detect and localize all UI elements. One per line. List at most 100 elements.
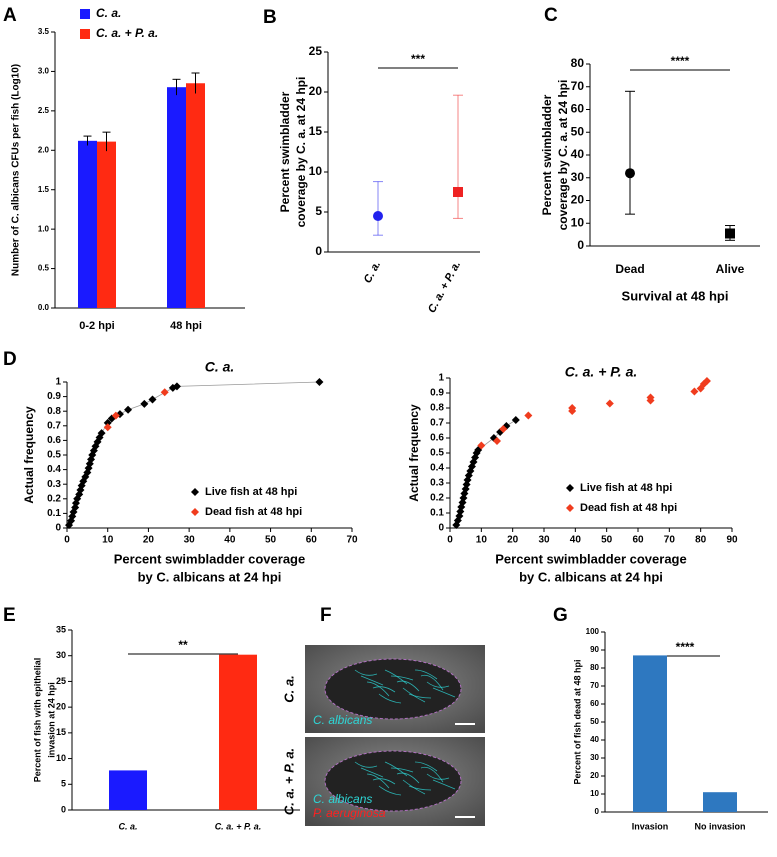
y-tick-label: 0.0 [38, 303, 50, 312]
y-tick-label: 2.0 [38, 145, 50, 154]
y-tick-label: 40 [571, 147, 585, 161]
y-tick-label: 20 [309, 84, 323, 98]
x-tick-label: 0-2 hpi [79, 320, 114, 332]
point [702, 377, 711, 385]
hyphae [366, 773, 390, 789]
panel-letter: A [3, 5, 17, 26]
x-tick-label: 20 [507, 535, 519, 546]
point [477, 441, 486, 450]
y-tick-label: 0.3 [430, 478, 444, 489]
y-axis-label: Number of C. albicans CFUs per fish (Log… [11, 64, 22, 276]
y-tick-label: 80 [571, 56, 585, 70]
y-tick-label: 0.1 [430, 508, 444, 519]
hyphae [354, 669, 378, 676]
y-axis-label: Percent swimbladder [540, 94, 554, 215]
x-axis-label: Percent swimbladder coverage [495, 551, 686, 566]
y-tick-label: 20 [590, 771, 599, 780]
significance-label: **** [676, 640, 695, 654]
x-tick-label: 40 [224, 535, 236, 546]
y-tick-label: 1 [438, 373, 444, 384]
panel-letter: B [263, 7, 277, 28]
point [315, 378, 324, 386]
hyphae [366, 681, 390, 697]
y-tick-label: 10 [590, 789, 599, 798]
y-tick-label: 10 [309, 164, 323, 178]
y-tick-label: 25 [309, 44, 323, 58]
y-tick-label: 1.0 [38, 224, 50, 233]
point [524, 411, 533, 420]
y-tick-label: 0 [315, 244, 322, 258]
x-tick-label: 40 [570, 535, 582, 546]
x-tick-label: 20 [143, 535, 155, 546]
y-tick-label: 5 [61, 779, 66, 789]
hyphae [396, 772, 420, 784]
y-tick-label: 40 [590, 735, 599, 744]
x-tick-label: 60 [632, 535, 644, 546]
hyphae [378, 785, 402, 796]
y-tick-label: 0 [595, 807, 600, 816]
hyphae [390, 767, 414, 773]
hyphae [390, 675, 414, 681]
legend-label: Live fish at 48 hpi [205, 486, 297, 498]
point [453, 187, 463, 197]
channel-label: C. albicans [313, 713, 372, 727]
bar [633, 655, 667, 812]
y-axis-label: Percent of fish with epithelial [32, 658, 42, 783]
y-tick-label: 5 [315, 204, 322, 218]
x-tick-label: 48 hpi [170, 320, 202, 332]
y-tick-label: 0.9 [47, 391, 61, 402]
hyphae [396, 680, 420, 692]
y-tick-label: 0.2 [430, 493, 444, 504]
hyphae [354, 761, 378, 768]
bar [109, 770, 147, 810]
bar [78, 140, 97, 308]
legend-label: C. a. [96, 6, 121, 20]
x-tick-label: 0 [64, 535, 70, 546]
point [103, 423, 112, 432]
hyphae [360, 675, 384, 686]
y-tick-label: 100 [586, 627, 600, 636]
point [373, 211, 383, 221]
y-axis-label: invasion at 24 hpi [46, 682, 56, 758]
error-bar [83, 135, 92, 146]
connector-line [455, 419, 517, 526]
y-tick-label: 0.2 [47, 493, 61, 504]
point [646, 393, 655, 402]
hyphae [414, 761, 438, 772]
bar [219, 654, 257, 810]
y-tick-label: 15 [309, 124, 323, 138]
significance-label: **** [671, 54, 690, 68]
x-tick-label: C. a. + P. a. [426, 259, 463, 315]
bar [167, 87, 186, 308]
point [725, 228, 735, 239]
chart-title: C. a. + P. a. [565, 364, 638, 380]
x-tick-label: 70 [664, 535, 676, 546]
y-tick-label: 2.5 [38, 106, 50, 115]
hyphae [414, 669, 438, 680]
x-tick-label: No invasion [694, 821, 745, 831]
y-tick-label: 0.7 [47, 420, 61, 431]
x-tick-label: 30 [184, 535, 196, 546]
legend-marker [566, 504, 574, 512]
channel-label: C. albicans [313, 792, 372, 806]
x-tick-label: 50 [601, 535, 613, 546]
y-tick-label: 15 [56, 727, 66, 737]
x-axis-label: Percent swimbladder coverage [114, 551, 305, 566]
connector-line [68, 381, 320, 526]
y-tick-label: 3.5 [38, 27, 50, 36]
hyphae [372, 778, 396, 785]
panel-letter: D [3, 349, 17, 370]
y-tick-label: 30 [590, 753, 599, 762]
error-bar [373, 181, 383, 236]
x-tick-label: 30 [538, 535, 550, 546]
y-tick-label: 80 [590, 663, 599, 672]
y-tick-label: 0.6 [430, 433, 444, 444]
point [160, 388, 169, 397]
bar [703, 792, 737, 812]
y-tick-label: 50 [590, 717, 599, 726]
x-axis-label: Survival at 48 hpi [622, 288, 729, 303]
point [511, 416, 520, 424]
hyphae [384, 669, 408, 685]
y-tick-label: 10 [56, 753, 66, 763]
